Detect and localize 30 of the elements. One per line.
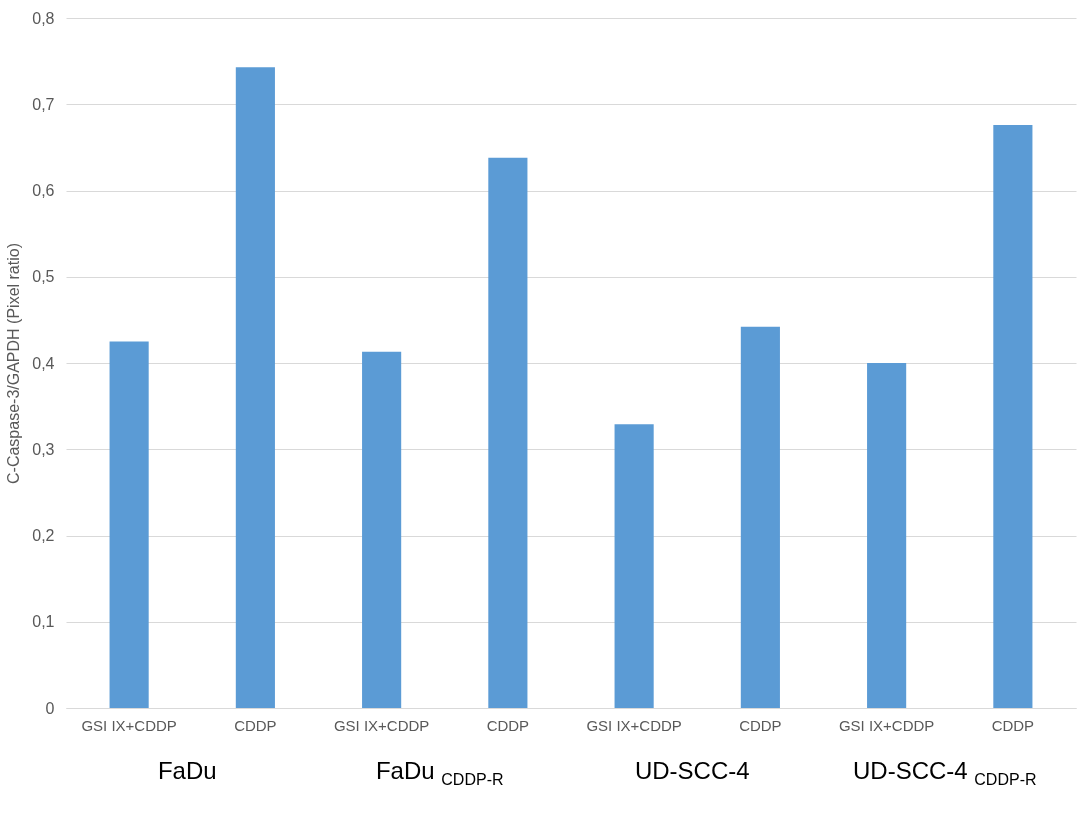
y-tick-label: 0,5 bbox=[32, 268, 55, 286]
y-tick-label: 0,7 bbox=[32, 95, 55, 113]
x-tick-label: CDDP bbox=[486, 716, 530, 734]
bar bbox=[488, 157, 528, 708]
x-tick-label: GSI IX+CDDP bbox=[81, 716, 177, 734]
bar bbox=[362, 351, 402, 708]
x-tick-label: CDDP bbox=[991, 716, 1035, 734]
y-tick-label: 0,6 bbox=[32, 182, 55, 199]
bar bbox=[235, 67, 275, 708]
bar bbox=[614, 424, 654, 708]
y-axis-title: C-Caspase-3/GAPDH (Pixel ratio) bbox=[5, 243, 23, 484]
x-tick-label: GSI IX+CDDP bbox=[333, 716, 430, 734]
text: UD-SCC-4 bbox=[633, 757, 751, 785]
y-tick-label: 0,1 bbox=[32, 613, 55, 631]
x-tick-label: GSI IX+CDDP bbox=[838, 716, 935, 734]
text: FaDu $_{CDDP-R}$ bbox=[374, 757, 505, 789]
x-tick-label: GSI IX+CDDP bbox=[586, 716, 682, 734]
y-tick-label: 0,2 bbox=[32, 527, 55, 544]
bar bbox=[867, 363, 907, 708]
x-tick-label: CDDP bbox=[739, 716, 782, 734]
y-tick-label: 0,4 bbox=[32, 354, 55, 372]
bar bbox=[740, 326, 780, 708]
y-tick-label: 0 bbox=[45, 699, 55, 717]
bar bbox=[993, 124, 1033, 708]
text: FaDu bbox=[156, 757, 218, 785]
y-tick-label: 0,8 bbox=[32, 9, 55, 27]
x-tick-label: CDDP bbox=[234, 716, 277, 734]
text: UD-SCC-4 $_{CDDP-R}$ bbox=[851, 757, 1038, 789]
y-tick-label: 0,3 bbox=[32, 440, 55, 458]
bar bbox=[109, 341, 149, 708]
